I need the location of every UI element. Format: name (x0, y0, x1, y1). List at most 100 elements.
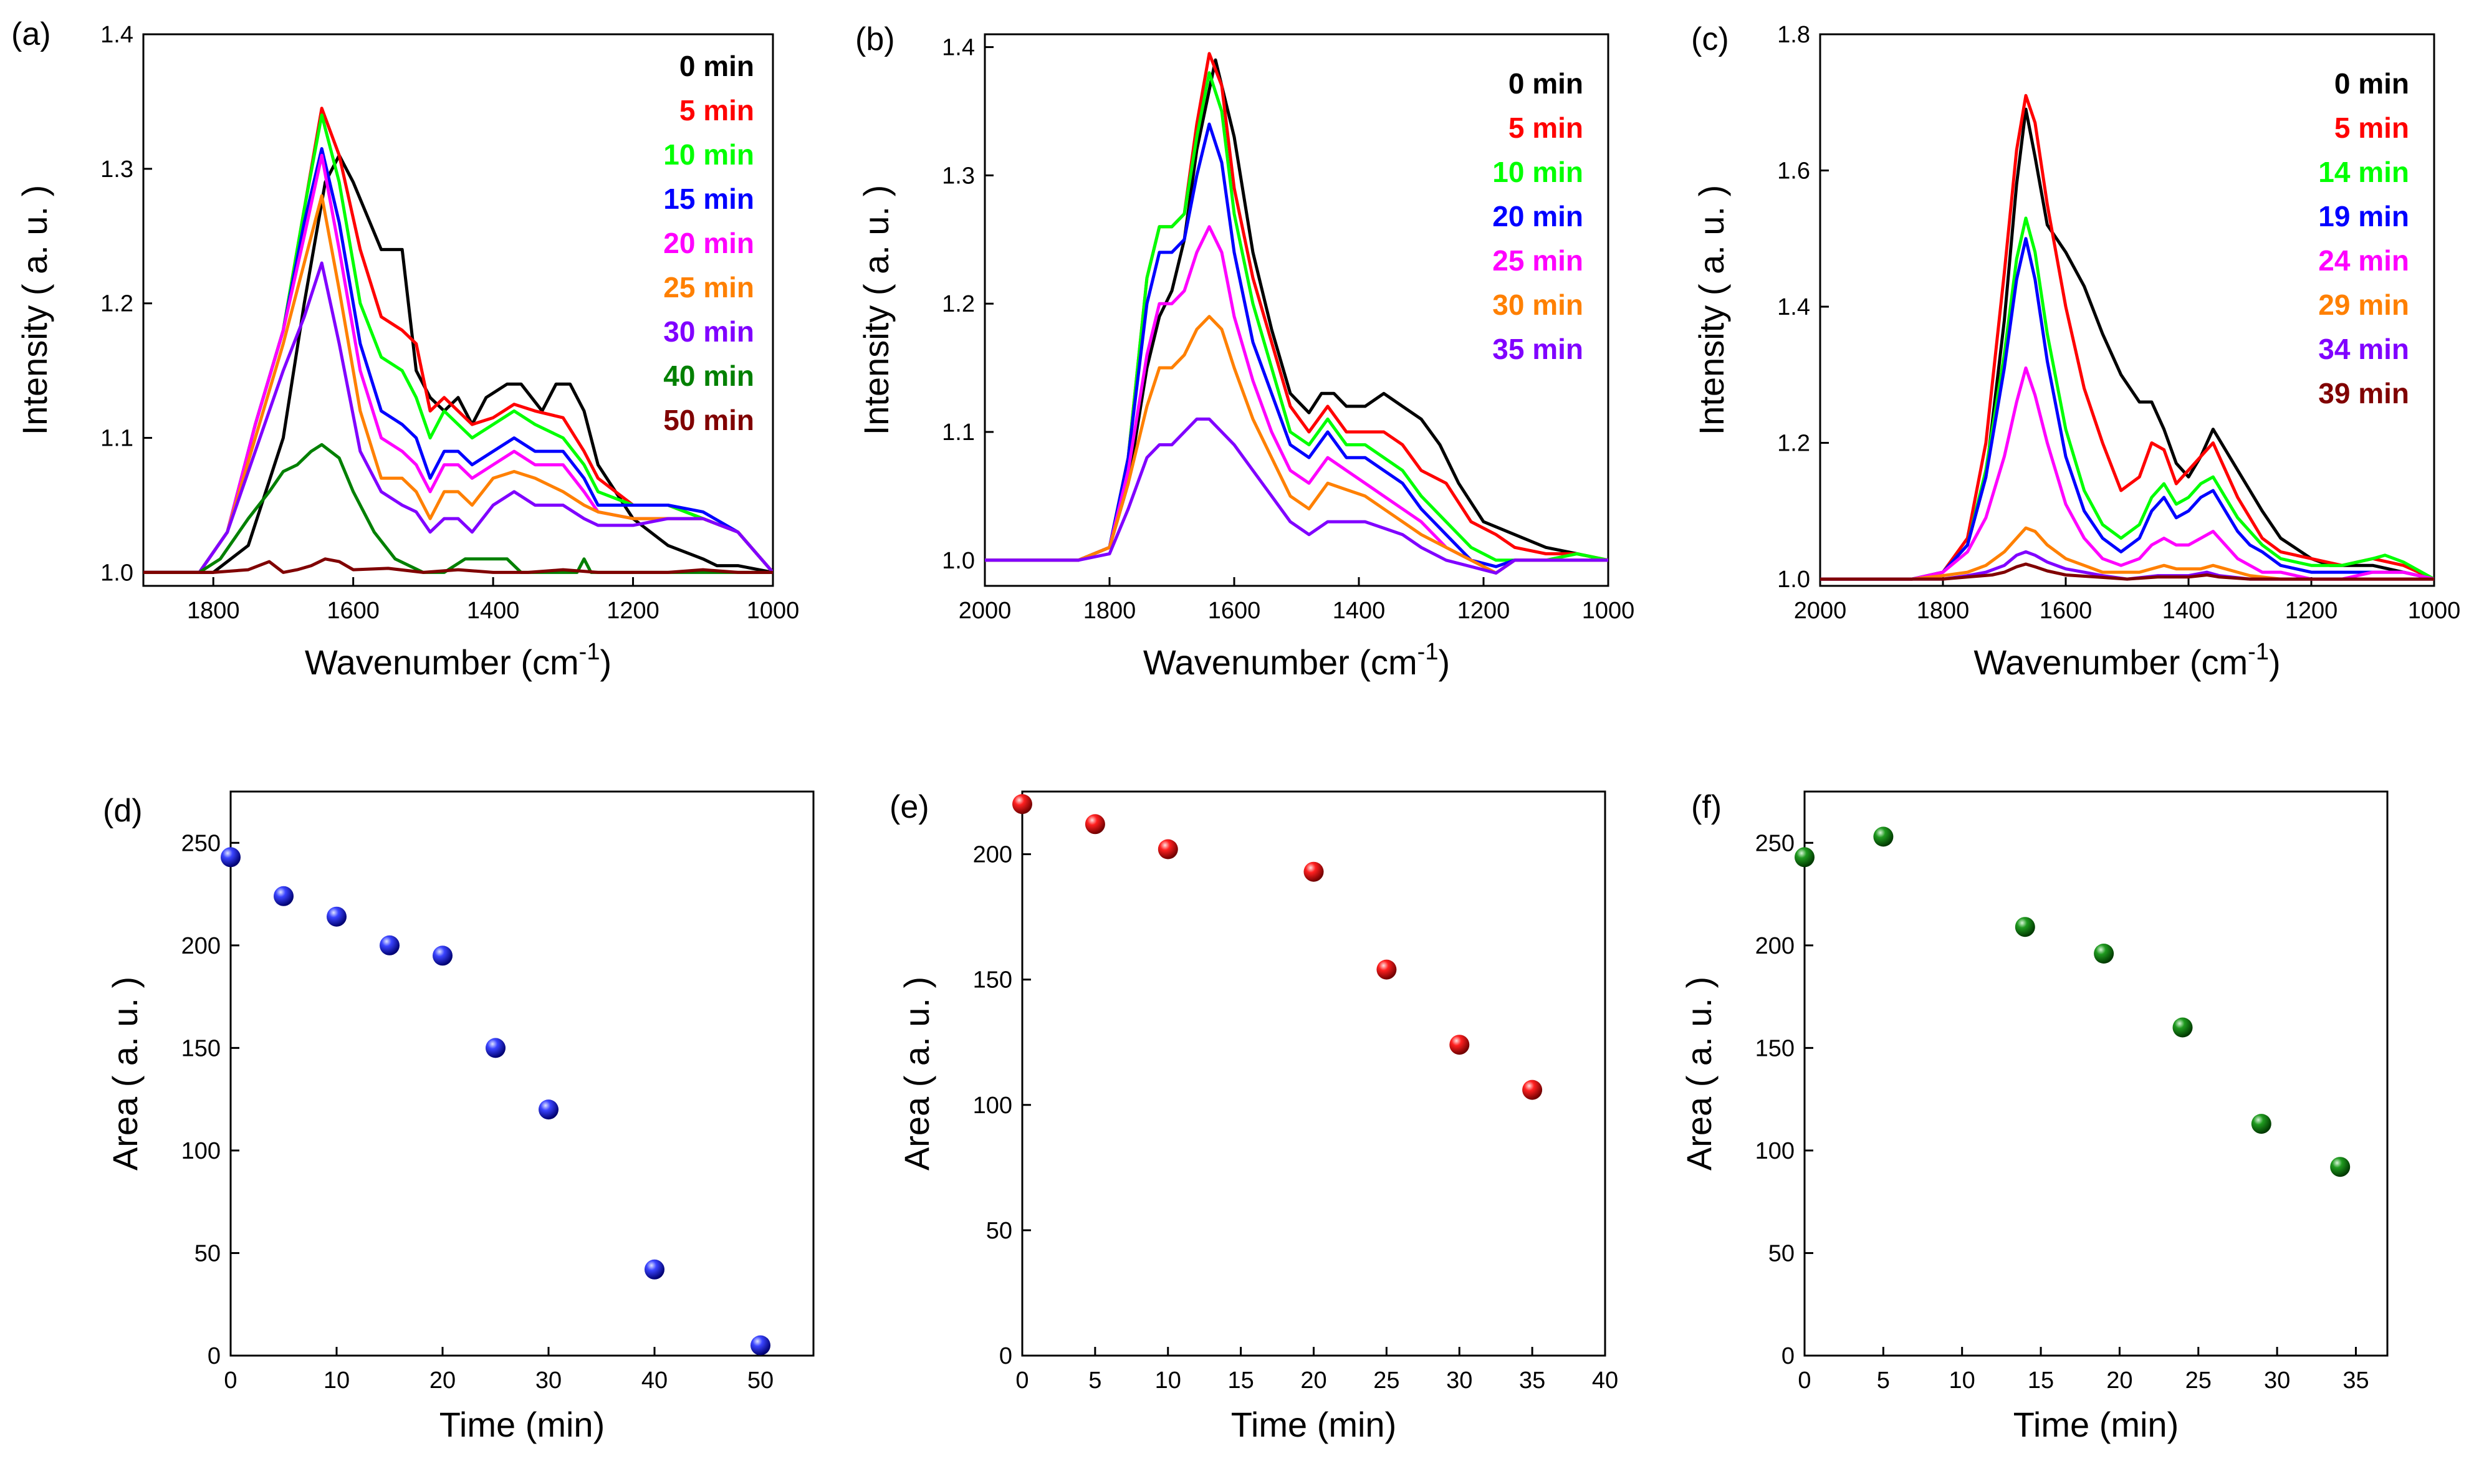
x-axis-label: Time (min) (1231, 1405, 1396, 1444)
series-line-19-min (1820, 237, 2434, 581)
y-tick-label: 1.4 (100, 22, 133, 48)
x-tick-label: 2000 (959, 598, 1012, 624)
x-tick-label: 50 (747, 1367, 774, 1394)
y-tick-label: 50 (194, 1240, 221, 1266)
y-tick-label: 1.4 (942, 35, 975, 61)
y-tick-label: 1.1 (942, 419, 975, 446)
y-axis-label: Intensity ( a. u. ) (1692, 185, 1731, 436)
x-tick-label: 1200 (1457, 598, 1510, 624)
legend-entry: 5 min (679, 94, 754, 127)
panel-label: (e) (889, 789, 929, 825)
x-tick-label: 1400 (467, 598, 520, 624)
legend-entry: 50 min (663, 404, 754, 436)
panel-label: (c) (1691, 21, 1729, 57)
legend-entry: 40 min (663, 360, 754, 392)
x-tick-label: 1200 (607, 598, 659, 624)
panel-e: 0 5 10 15 20 25 30 35 40 0 50 100 150 200 Time (min) Ar… (889, 789, 1618, 1444)
scatter-point (539, 1099, 559, 1120)
plot-frame (229, 790, 815, 1357)
legend-entry: 0 min (2334, 67, 2409, 100)
series-line-24-min (1820, 366, 2434, 581)
series-lines (985, 52, 1608, 575)
legend-entry: 29 min (2318, 289, 2409, 321)
scatter-point (1085, 814, 1105, 835)
scatter-points (1795, 826, 2351, 1177)
y-tick-label: 1.1 (100, 426, 133, 452)
x-tick-label: 1600 (1208, 598, 1261, 624)
x-tick-label: 15 (2028, 1367, 2054, 1394)
series-line-0-min (985, 58, 1608, 562)
series-lines (1820, 93, 2434, 581)
y-tick-label: 1.4 (1777, 294, 1810, 320)
legend-entry: 30 min (1492, 289, 1583, 321)
y-tick-label: 100 (973, 1093, 1012, 1119)
series-line-30-min (143, 261, 773, 574)
series-lines (143, 107, 773, 574)
panel-c: 2000 1800 1600 1400 1200 1000 1.0 1.2 1.4 1.6 1.8 W… (1691, 21, 2460, 682)
x-tick-label: 35 (1519, 1367, 1545, 1394)
x-tick-label: 1600 (327, 598, 380, 624)
scatter-point (221, 847, 241, 868)
legend-entry: 20 min (663, 227, 754, 259)
x-tick-label: 10 (324, 1367, 350, 1394)
y-tick-label: 200 (181, 933, 221, 959)
y-tick-label: 150 (1755, 1035, 1795, 1061)
x-tick-label: 40 (641, 1367, 668, 1394)
x-tick-label: 5 (1877, 1367, 1890, 1394)
x-tick-label: 0 (1015, 1367, 1029, 1394)
x-tick-label: 20 (429, 1367, 456, 1394)
series-line-39-min (1820, 562, 2434, 581)
y-axis-label: Area ( a. u. ) (1679, 977, 1719, 1170)
x-axis-label: Time (min) (2013, 1405, 2179, 1444)
x-tick-label: 25 (1373, 1367, 1399, 1394)
legend-entry: 34 min (2318, 333, 2409, 365)
series-line-5-min (1820, 93, 2434, 581)
scatter-point (1012, 794, 1032, 815)
x-tick-label: 20 (1300, 1367, 1326, 1394)
legend-entry: 35 min (1492, 333, 1583, 365)
plot-frame (984, 33, 1609, 587)
scatter-point (2251, 1114, 2271, 1134)
scatter-point (1376, 959, 1397, 980)
legend-entry: 14 min (2318, 156, 2409, 188)
scatter-points (1012, 794, 1543, 1100)
scatter-point (750, 1335, 770, 1356)
plot-frame (1819, 33, 2435, 587)
panel-label: (f) (1691, 789, 1722, 825)
scatter-points (221, 847, 770, 1356)
y-axis-label: Intensity ( a. u. ) (856, 185, 896, 436)
legend-entry: 25 min (663, 271, 754, 304)
series-line-30-min (985, 315, 1608, 575)
series-line-50-min (143, 557, 773, 574)
y-tick-label: 1.8 (1777, 22, 1810, 48)
x-axis-label: Wavenumber (cm-1) (1973, 639, 2280, 682)
series-line-14-min (1820, 216, 2434, 581)
x-tick-label: 35 (2342, 1367, 2369, 1394)
y-tick-label: 200 (973, 842, 1012, 868)
x-tick-label: 40 (1592, 1367, 1618, 1394)
panel-label: (a) (11, 16, 51, 52)
scatter-point (2172, 1017, 2193, 1038)
y-tick-label: 1.2 (1777, 431, 1810, 457)
x-tick-label: 1000 (1582, 598, 1635, 624)
legend-entry: 0 min (679, 50, 754, 82)
x-tick-label: 10 (1949, 1367, 1975, 1394)
panel-label: (b) (855, 21, 895, 57)
x-tick-label: 1000 (747, 598, 800, 624)
legend-entry: 20 min (1492, 200, 1583, 232)
x-tick-label: 10 (1155, 1367, 1181, 1394)
y-axis-label: Area ( a. u. ) (897, 977, 936, 1170)
scatter-point (2330, 1157, 2351, 1177)
legend-entry: 25 min (1492, 244, 1583, 277)
scatter-point (380, 935, 400, 955)
scatter-point (327, 906, 347, 927)
x-tick-label: 30 (2264, 1367, 2290, 1394)
y-tick-label: 250 (1755, 830, 1795, 856)
x-tick-label: 0 (1798, 1367, 1811, 1394)
y-tick-label: 1.3 (100, 156, 133, 183)
y-tick-label: 1.2 (100, 291, 133, 317)
scatter-point (1522, 1079, 1543, 1100)
series-line-25-min (143, 194, 773, 574)
x-tick-label: 5 (1088, 1367, 1101, 1394)
